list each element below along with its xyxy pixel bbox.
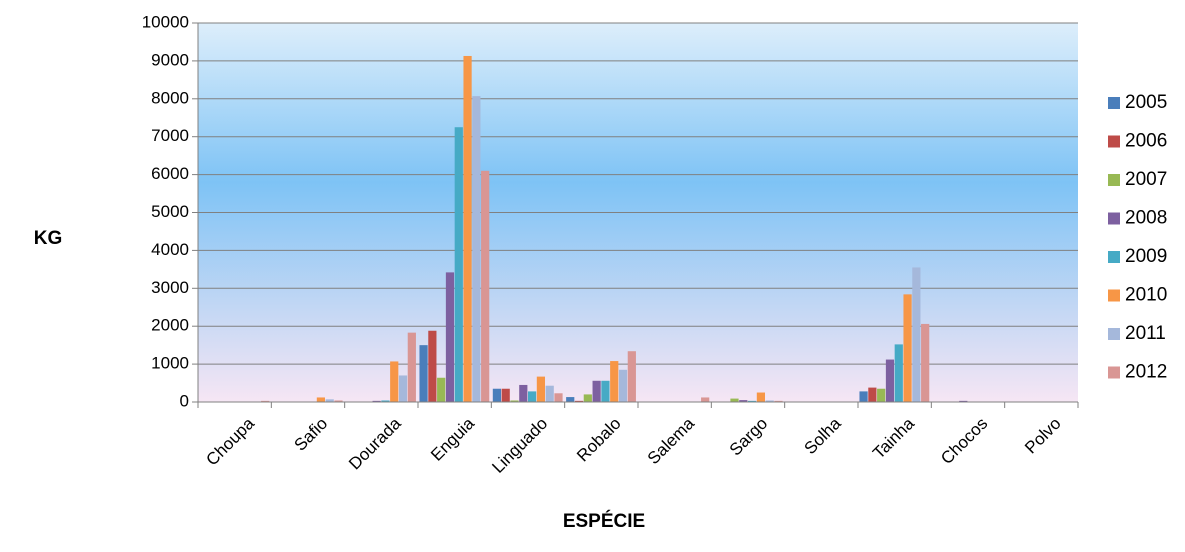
- bar-safio-2011: [325, 399, 334, 402]
- x-tick-label: Choupa: [202, 414, 258, 470]
- legend-label: 2012: [1125, 362, 1167, 383]
- bar-dourada-2010: [390, 361, 399, 402]
- bar-tainha-2008: [885, 359, 895, 402]
- bar-enguia-2008: [445, 272, 455, 402]
- bar-robalo-2010: [610, 361, 619, 402]
- bar-sargo-2011: [765, 400, 774, 402]
- bar-salema-2012: [701, 397, 710, 402]
- bar-tainha-2005: [859, 391, 868, 402]
- bar-enguia-2011: [472, 96, 481, 402]
- bar-robalo-2012: [627, 351, 636, 402]
- x-tick-label: Tainha: [869, 414, 918, 463]
- y-axis: 0 1000 2000 3000 4000 5000 6000 7000 8000 9000 100…: [142, 12, 199, 410]
- legend-swatch-2006: [1108, 135, 1120, 148]
- x-tick-label: Sargo: [726, 414, 772, 460]
- x-tick-label: Enguia: [427, 413, 478, 464]
- bar-linguado-2012: [554, 393, 563, 402]
- bar-tainha-2010: [903, 294, 912, 402]
- bar-linguado-2005: [492, 388, 501, 402]
- y-tick-label: 9000: [151, 50, 189, 69]
- bar-robalo-2008: [592, 380, 601, 402]
- x-axis: Choupa Safio Dourada Enguia Linguado Robalo Sa…: [197, 401, 1079, 477]
- bar-enguia-2007: [437, 377, 446, 402]
- legend-label: 2011: [1125, 323, 1166, 344]
- legend-label: 2010: [1125, 285, 1167, 306]
- bar-tainha-2011: [912, 267, 921, 402]
- legend-swatch-2008: [1108, 212, 1120, 225]
- y-tick-label: 7000: [151, 126, 189, 145]
- bar-dourada-2008: [372, 400, 381, 402]
- x-tick-label: Safio: [290, 414, 331, 455]
- y-tick-label: 5000: [151, 202, 189, 221]
- legend-swatch-2007: [1108, 174, 1120, 186]
- x-tick-label: Dourada: [345, 413, 405, 473]
- legend-label: 2008: [1125, 208, 1167, 229]
- x-axis-title: ESPÉCIE: [563, 510, 645, 532]
- bar-robalo-2007: [583, 394, 592, 402]
- bar-safio-2010: [316, 397, 325, 402]
- bar-tainha-2006: [868, 387, 877, 402]
- legend: 2005 2006 2007 2008 2009 2010 2011 2012: [1108, 92, 1167, 383]
- gridlines: [198, 22, 1078, 365]
- x-tick-label: Chocos: [937, 414, 991, 468]
- bars: [261, 55, 968, 403]
- bar-sargo-2010: [756, 392, 765, 402]
- bar-robalo-2009: [601, 380, 610, 402]
- bar-linguado-2009: [528, 391, 537, 402]
- bar-linguado-2010: [536, 376, 545, 402]
- bar-robalo-2011: [618, 369, 628, 402]
- y-tick-label: 8000: [151, 88, 189, 107]
- bar-chocos-2008: [959, 400, 968, 402]
- y-axis-title: KG: [34, 228, 63, 249]
- y-tick-label: 2000: [151, 316, 189, 335]
- legend-label: 2009: [1125, 246, 1167, 267]
- bar-linguado-2008: [519, 384, 528, 402]
- bar-choupa-2012: [261, 400, 270, 402]
- bar-sargo-2009: [748, 400, 757, 402]
- x-tick-label: Linguado: [488, 414, 551, 477]
- x-tick-label: Salema: [644, 413, 699, 468]
- y-tick-label: 3000: [151, 278, 189, 297]
- legend-swatch-2012: [1108, 366, 1120, 379]
- legend-label: 2007: [1125, 169, 1167, 190]
- y-tick-label: 6000: [151, 164, 189, 183]
- legend-label: 2005: [1125, 92, 1167, 113]
- x-tick-label: Solha: [800, 413, 845, 458]
- bar-tainha-2012: [921, 323, 930, 402]
- bar-linguado-2011: [545, 385, 554, 402]
- x-tick-label: Polvo: [1021, 414, 1065, 458]
- y-tick-label: 1000: [151, 354, 189, 373]
- bar-tainha-2007: [877, 388, 886, 402]
- bar-sargo-2012: [774, 400, 783, 402]
- bar-robalo-2006: [574, 400, 584, 402]
- bar-safio-2012: [334, 400, 343, 402]
- bar-sargo-2008: [739, 400, 748, 402]
- bar-linguado-2006: [501, 388, 510, 402]
- bar-tainha-2009: [894, 344, 903, 402]
- y-tick-label: 4000: [151, 240, 189, 259]
- x-tick-label: Robalo: [573, 414, 625, 466]
- bar-enguia-2010: [463, 55, 472, 403]
- bar-enguia-2006: [428, 330, 437, 402]
- bar-dourada-2009: [381, 400, 390, 402]
- y-tick-label: 0: [180, 391, 189, 410]
- y-tick-label: 10000: [142, 12, 189, 31]
- bar-linguado-2007: [510, 400, 519, 402]
- bar-enguia-2012: [481, 170, 490, 402]
- legend-swatch-2009: [1108, 251, 1120, 263]
- legend-swatch-2011: [1108, 328, 1120, 340]
- bar-enguia-2009: [454, 127, 463, 402]
- bar-robalo-2005: [566, 397, 575, 402]
- bar-dourada-2011: [398, 375, 408, 402]
- legend-label: 2006: [1125, 131, 1167, 152]
- legend-swatch-2005: [1108, 97, 1120, 109]
- bar-sargo-2007: [730, 398, 739, 402]
- legend-swatch-2010: [1108, 289, 1120, 302]
- bar-enguia-2005: [419, 345, 428, 402]
- bar-dourada-2012: [407, 332, 416, 402]
